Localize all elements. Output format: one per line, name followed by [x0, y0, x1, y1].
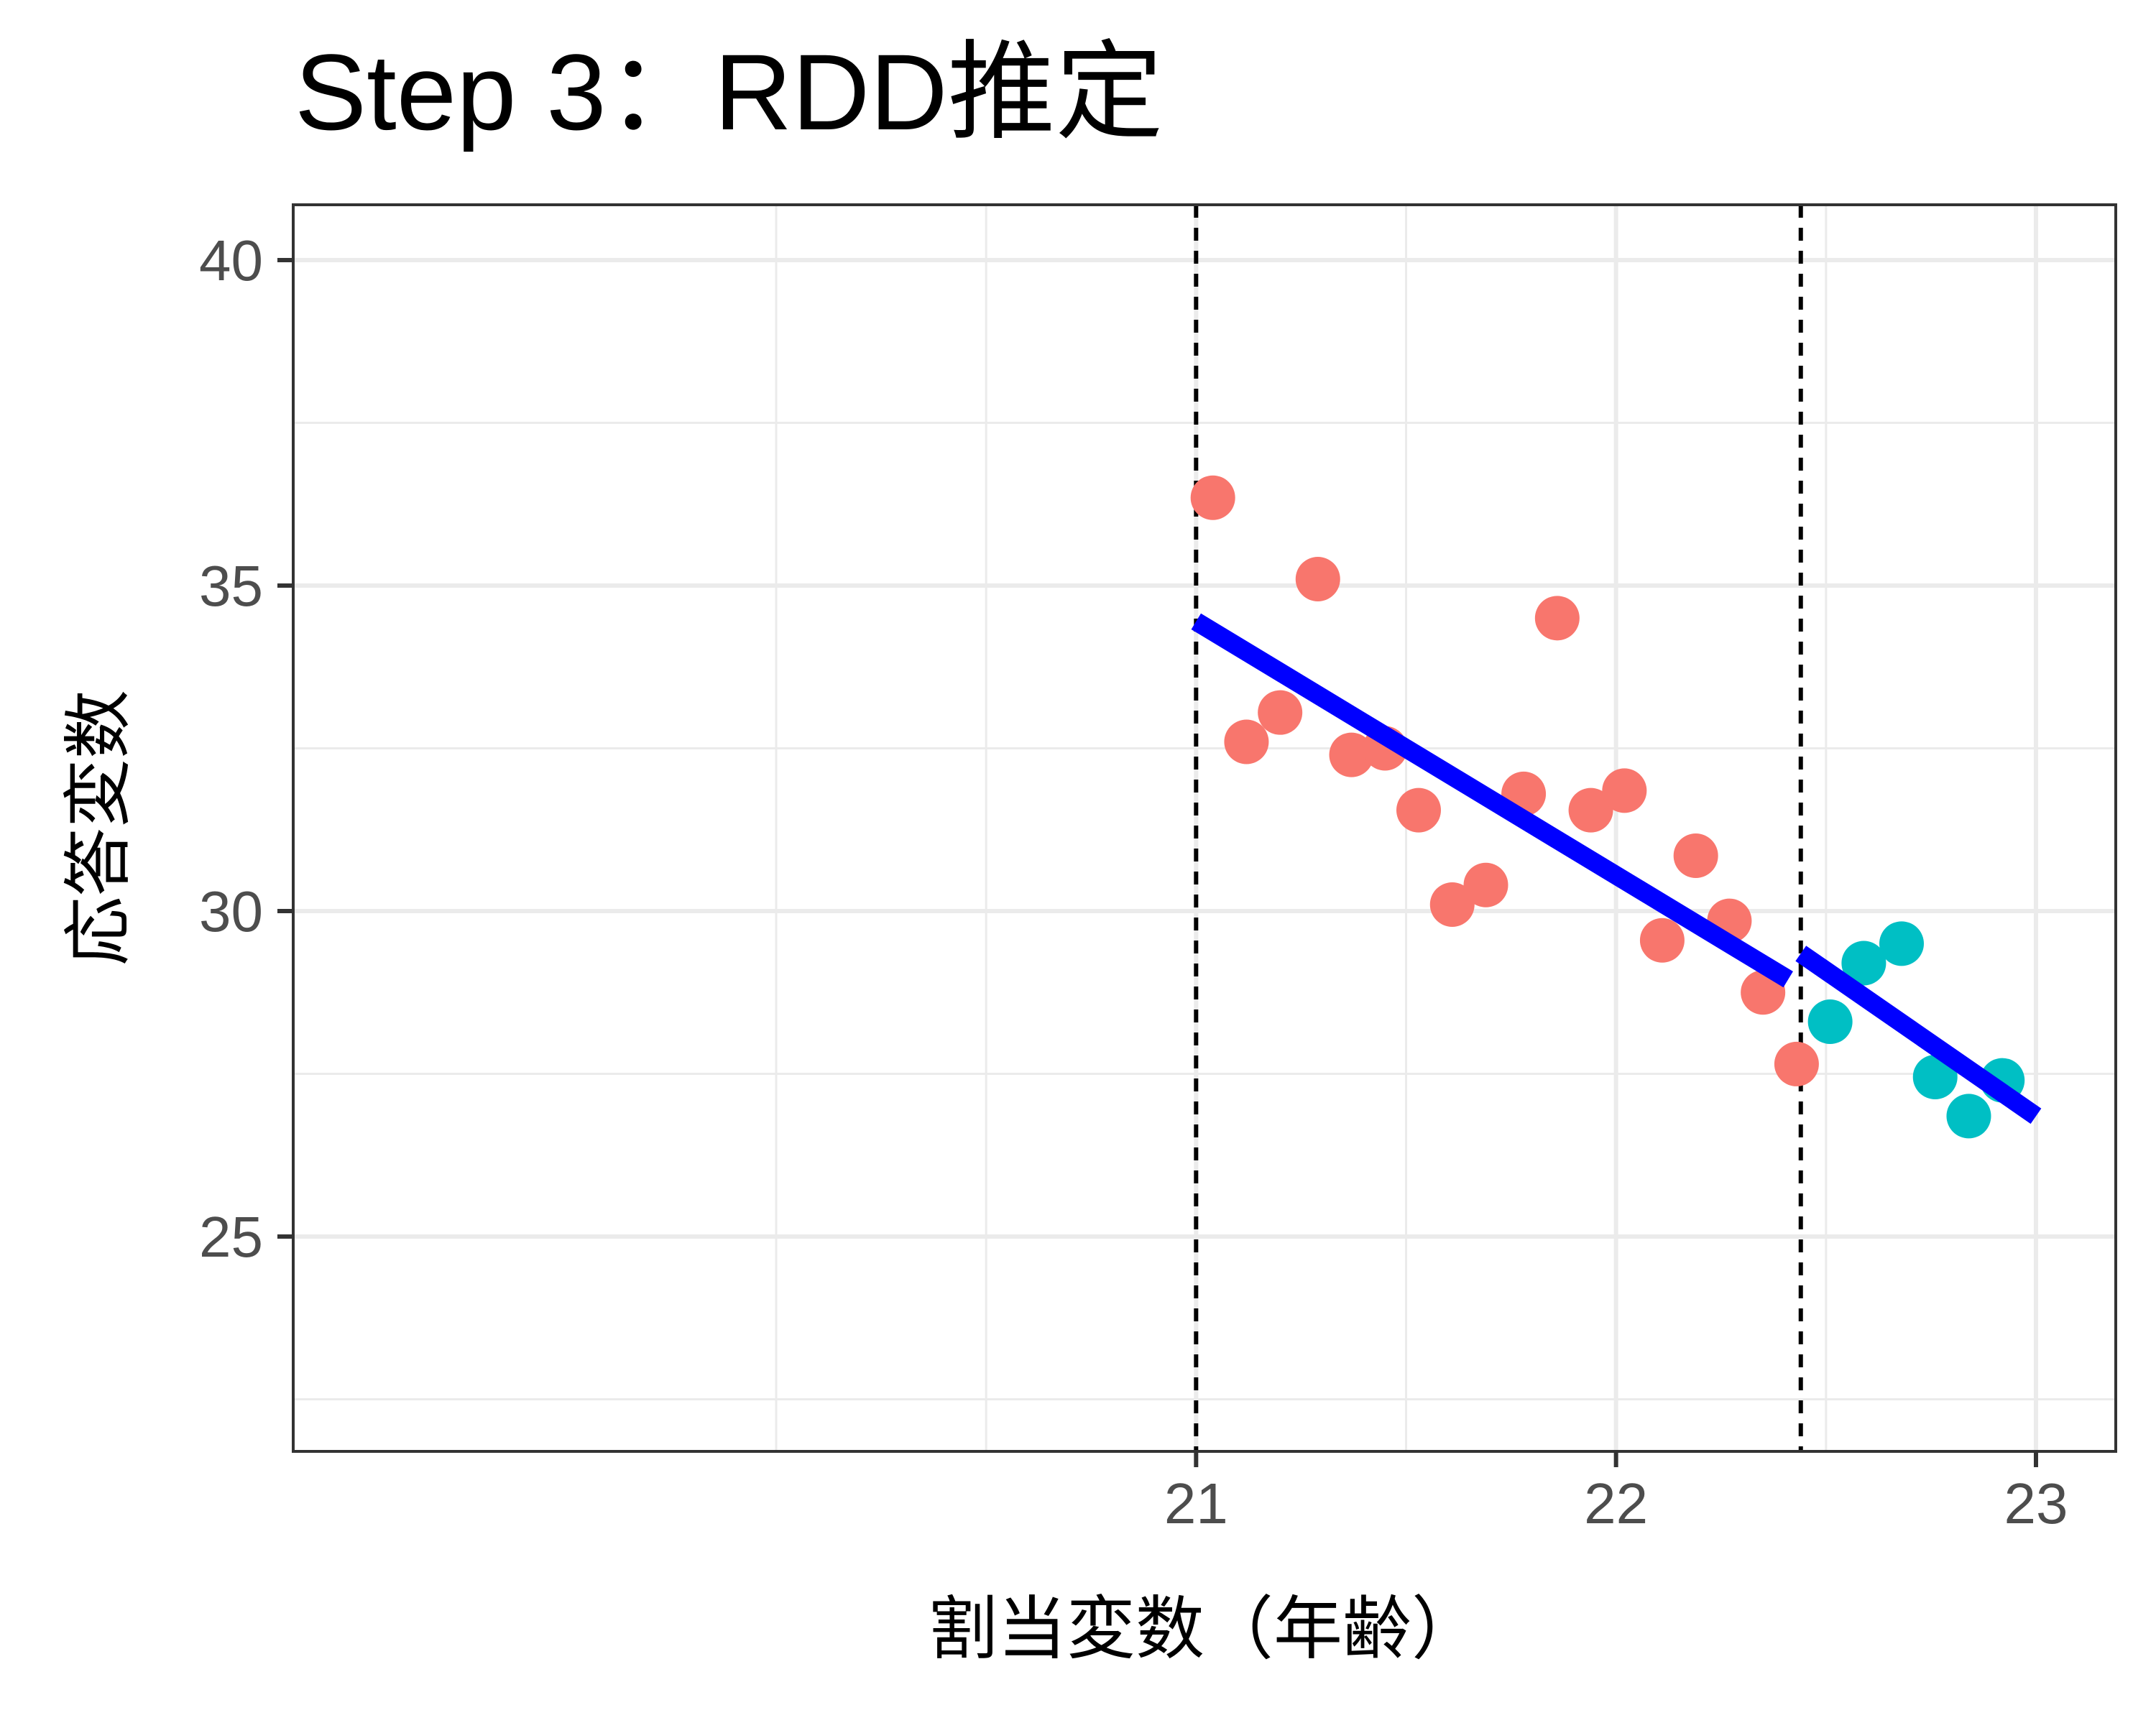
data-point-series-2 [1879, 921, 1924, 966]
data-point-series-1 [1190, 475, 1235, 520]
data-point-series-2 [1912, 1055, 1958, 1100]
fit-line-left [1191, 613, 1793, 988]
data-point-series-2 [1841, 941, 1886, 986]
y-tick-label: 25 [199, 1205, 263, 1269]
x-axis-ticks: 21 22 23 [1164, 1451, 2068, 1535]
x-tick-label: 22 [1584, 1471, 1648, 1535]
data-point-series-1 [1258, 690, 1303, 735]
data-point-series-1 [1673, 833, 1718, 879]
cutoff-lines [1194, 205, 1803, 1451]
data-point-series-1 [1329, 732, 1374, 777]
x-tick-label: 23 [2004, 1471, 2068, 1535]
plot-panel [293, 205, 2116, 1451]
data-point-series-1 [1568, 787, 1613, 833]
y-tick-label: 30 [199, 879, 263, 943]
data-point-series-1 [1429, 882, 1475, 927]
data-point-series-1 [1774, 1041, 1819, 1086]
data-point-series-1 [1639, 918, 1685, 963]
fit-lines [1191, 613, 2042, 1124]
data-point-series-1 [1295, 556, 1340, 601]
chart-title: Step 3：RDD推定 [295, 32, 1164, 152]
data-point-series-1 [1224, 719, 1269, 764]
data-point-series-2 [1807, 999, 1853, 1045]
data-point-series-1 [1534, 596, 1580, 641]
y-axis-ticks: 25 30 35 40 [199, 228, 293, 1269]
data-point-series-1 [1396, 787, 1442, 833]
fit-line-right [1795, 946, 2042, 1124]
data-point-series-1 [1602, 768, 1647, 813]
data-point-series-2 [1946, 1094, 1991, 1139]
y-axis-title: 応答変数 [60, 690, 137, 966]
x-tick-label: 21 [1164, 1471, 1228, 1535]
y-tick-label: 40 [199, 228, 263, 292]
plot-border [292, 203, 2117, 1453]
x-axis-title: 割当変数（年齢） [929, 1591, 1480, 1668]
data-point-series-1 [1463, 862, 1508, 907]
y-tick-label: 35 [199, 554, 263, 618]
